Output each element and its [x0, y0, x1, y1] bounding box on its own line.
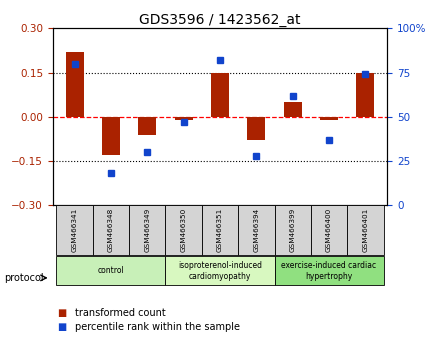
Text: GSM466399: GSM466399: [290, 208, 296, 252]
Text: protocol: protocol: [4, 273, 44, 283]
Text: isoproterenol-induced
cardiomyopathy: isoproterenol-induced cardiomyopathy: [178, 261, 262, 280]
Text: ■: ■: [57, 308, 66, 318]
Bar: [165, 256, 275, 285]
Text: transformed count: transformed count: [75, 308, 165, 318]
Text: GSM466349: GSM466349: [144, 208, 150, 252]
Bar: [311, 205, 347, 255]
Text: exercise-induced cardiac
hypertrophy: exercise-induced cardiac hypertrophy: [282, 261, 377, 280]
Bar: [202, 205, 238, 255]
Bar: [138, 117, 156, 135]
Bar: [284, 102, 302, 117]
Text: control: control: [98, 266, 125, 275]
Bar: [247, 117, 265, 141]
Bar: [275, 256, 384, 285]
Bar: [175, 117, 193, 120]
Text: GSM466350: GSM466350: [181, 208, 187, 252]
Bar: [102, 117, 120, 155]
Text: ■: ■: [57, 322, 66, 332]
Bar: [56, 205, 93, 255]
Text: GSM466341: GSM466341: [72, 208, 77, 252]
Text: GSM466351: GSM466351: [217, 208, 223, 252]
Bar: [320, 117, 338, 120]
Bar: [347, 205, 384, 255]
Text: GSM466394: GSM466394: [253, 208, 259, 252]
Title: GDS3596 / 1423562_at: GDS3596 / 1423562_at: [139, 13, 301, 27]
Bar: [211, 73, 229, 117]
Bar: [165, 205, 202, 255]
Bar: [129, 205, 165, 255]
Text: percentile rank within the sample: percentile rank within the sample: [75, 322, 240, 332]
Bar: [93, 205, 129, 255]
Bar: [275, 205, 311, 255]
Bar: [356, 73, 374, 117]
Bar: [238, 205, 275, 255]
Text: GSM466348: GSM466348: [108, 208, 114, 252]
Text: GSM466400: GSM466400: [326, 208, 332, 252]
Bar: [66, 52, 84, 117]
Text: GSM466401: GSM466401: [363, 208, 368, 252]
Bar: [56, 256, 165, 285]
